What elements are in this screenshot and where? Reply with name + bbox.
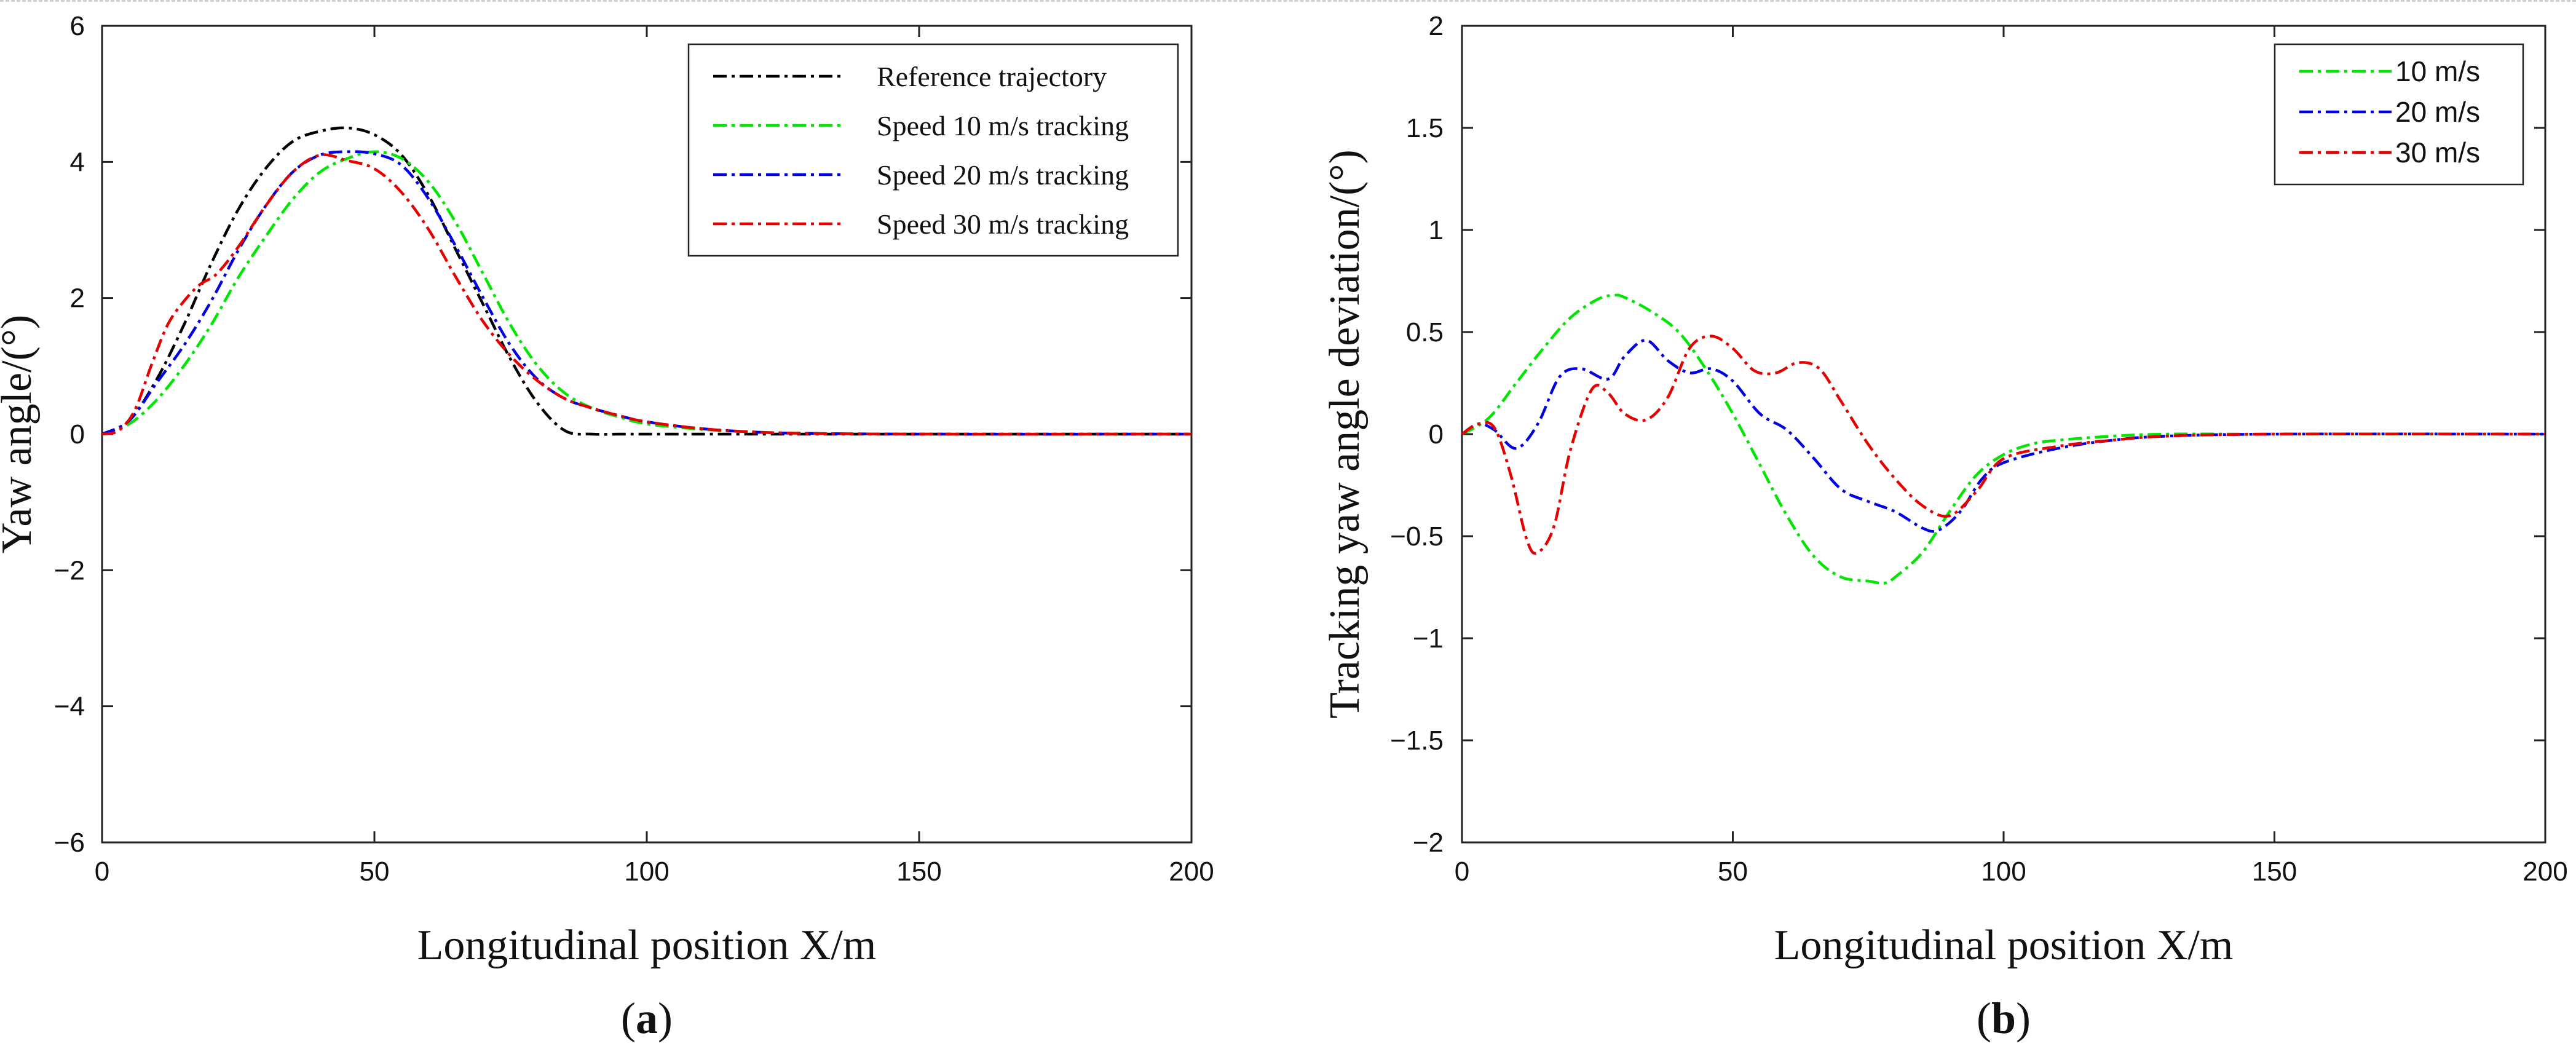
y-tick-label: 6 <box>70 11 85 41</box>
chart-panel-b: 0 50 100 150 200 −2 −1.5 −1 −0.5 0 0.5 1 1.5 2 10 m/s 2… <box>1321 11 2568 1043</box>
panel-label: (b) <box>1977 994 2031 1043</box>
legend-label-3: Speed 30 m/s tracking <box>877 208 1129 240</box>
y-tick-label: 0.5 <box>1406 317 1444 347</box>
y-axis-label: Yaw angle/(°) <box>0 315 41 553</box>
legend-label-0: Reference trajectory <box>877 61 1107 92</box>
x-tick-label: 100 <box>624 857 669 887</box>
x-axis-label: Longitudinal position X/m <box>1774 922 2234 969</box>
y-tick-label: 1.5 <box>1406 113 1444 143</box>
y-tick-label: −1 <box>1413 624 1444 654</box>
series-line-2 <box>101 150 1192 436</box>
series-line-0 <box>1461 293 2545 585</box>
top-dashed-rule <box>0 0 2576 2</box>
x-axis-label: Longitudinal position X/m <box>417 922 877 969</box>
panel-label-letter: b <box>1991 994 2016 1043</box>
legend: Reference trajectory Speed 10 m/s trackin… <box>687 43 1179 257</box>
series-line-2 <box>1461 335 2546 555</box>
y-tick-label: 4 <box>70 147 85 177</box>
panel-label-open: ( <box>621 994 636 1043</box>
legend-label-2: Speed 20 m/s tracking <box>877 159 1129 191</box>
panel-label-close: ) <box>658 994 673 1043</box>
x-tick-label: 150 <box>2252 857 2297 887</box>
series-line-3 <box>101 153 1192 436</box>
y-tick-label: −2 <box>54 555 85 585</box>
y-tick-label: −6 <box>54 828 85 858</box>
x-tick-label: 200 <box>2523 857 2567 887</box>
legend-label-0: 10 m/s <box>2395 55 2480 87</box>
y-tick-label: 2 <box>1429 11 1444 41</box>
x-tick-label: 50 <box>360 857 390 887</box>
legend-box <box>2274 43 2524 186</box>
panel-label-close: ) <box>2016 994 2031 1043</box>
legend-label-1: 20 m/s <box>2395 96 2480 128</box>
y-tick-label: 0 <box>70 419 85 449</box>
y-tick-label: 0 <box>1429 419 1444 449</box>
panel-label: (a) <box>621 994 673 1043</box>
x-tick-label: 0 <box>1455 857 1469 887</box>
chart-panel-a: 0 50 100 150 200 −6 −4 −2 0 2 4 6 Reference trajecto… <box>0 11 1214 1043</box>
y-tick-label: −4 <box>54 692 85 722</box>
y-tick-label: −2 <box>1413 828 1444 858</box>
y-axis-label: Tracking yaw angle deviation/(°) <box>1321 149 1369 718</box>
x-tick-label: 100 <box>1981 857 2026 887</box>
y-tick-label: 2 <box>70 283 85 314</box>
legend-label-2: 30 m/s <box>2395 137 2480 168</box>
y-tick-label: 1 <box>1429 215 1444 245</box>
panel-label-open: ( <box>1977 994 1991 1043</box>
y-tick-label: −0.5 <box>1390 521 1444 552</box>
y-tick-label: −1.5 <box>1390 726 1444 756</box>
x-tick-label: 0 <box>95 857 109 887</box>
x-tick-label: 50 <box>1718 857 1748 887</box>
panel-label-letter: a <box>636 994 658 1043</box>
x-tick-label: 150 <box>896 857 941 887</box>
legend-box <box>687 43 1179 257</box>
legend: 10 m/s 20 m/s 30 m/s <box>2274 43 2524 186</box>
x-tick-label: 200 <box>1169 857 1214 887</box>
legend-label-1: Speed 10 m/s tracking <box>877 110 1129 141</box>
